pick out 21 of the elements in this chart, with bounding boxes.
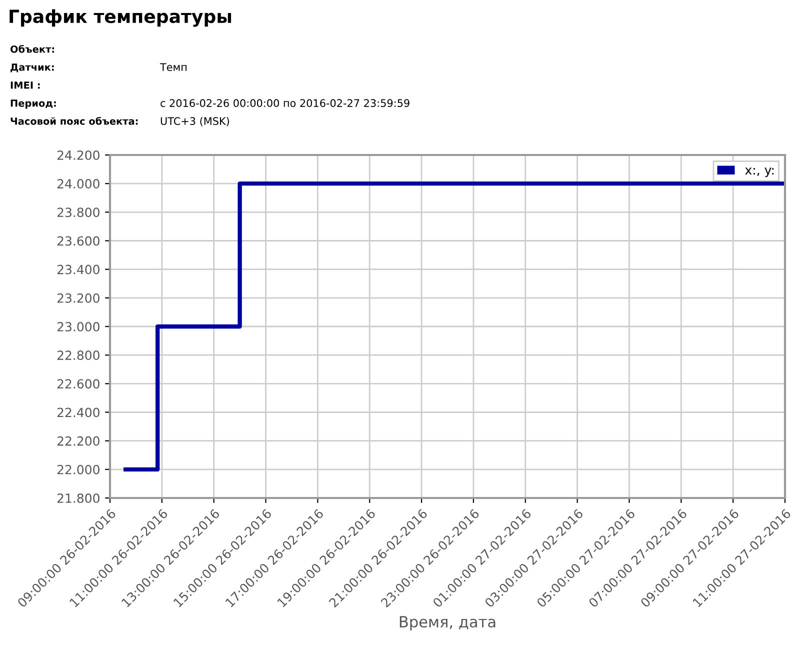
y-tick-label: 24.200	[57, 150, 100, 160]
y-tick-label: 22.400	[57, 408, 100, 418]
y-tick-label: 23.400	[57, 264, 100, 274]
text: Часовой пояс объекта: UTC+3 (MSK)	[10, 116, 229, 126]
y-tick-label: 23.800	[57, 208, 100, 218]
y-tick-label: 22.800	[57, 350, 100, 360]
y-tick-label: 22.200	[57, 436, 100, 446]
y-tick-label: 23.600	[57, 236, 100, 246]
y-tick-label: 22.000	[57, 464, 100, 474]
legend-label: x:, y:	[745, 168, 774, 178]
text: Датчик: Темп	[10, 63, 186, 72]
y-tick-label: 23.200	[57, 293, 100, 303]
chart-title: График температуры	[10, 9, 232, 27]
y-tick-label: 22.600	[57, 379, 100, 389]
y-tick-label: 24.000	[57, 179, 100, 189]
text: IMEI :	[10, 82, 40, 89]
y-tick-label: 23.000	[57, 322, 100, 332]
x-axis-title: Время, дата	[400, 616, 496, 630]
text: Период: с 2016-02-26 00:00:00 по 2016-02-27 23:59:59	[10, 99, 410, 109]
y-tick-label: 21.800	[57, 493, 100, 503]
text: Объект:	[10, 44, 54, 53]
